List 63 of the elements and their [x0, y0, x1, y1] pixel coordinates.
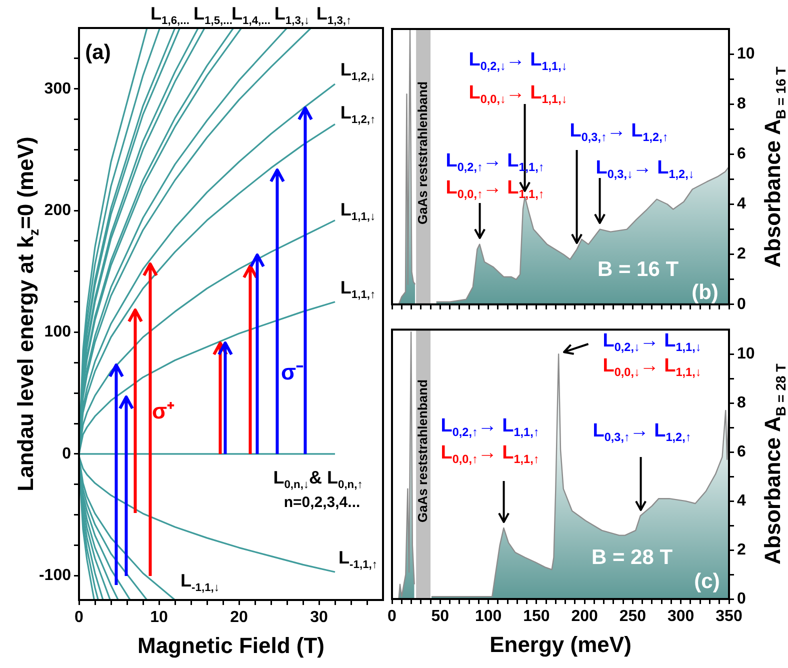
x-tick-label: 250 [619, 608, 646, 626]
annotation: L$_{0,3,↑}$→ L$_{1,2,↑}$ [570, 120, 668, 145]
annotation: L$_{0,2,↑}$→ L$_{1,1,↑}$ [440, 415, 540, 440]
y-tick-label: 10 [737, 45, 755, 62]
annotation: B = 16 T [597, 258, 679, 282]
text: L$_{1,4,...}$ [232, 3, 270, 28]
x-tick-label: 50 [431, 608, 450, 626]
annotation: σ⁻ [280, 359, 304, 384]
annotation: L$_{0,0,↑}$→ L$_{1,1,↑}$ [440, 442, 540, 467]
y-tick-label: 2 [737, 541, 746, 558]
annotation: L$_{1,1,↓}$ [340, 199, 376, 224]
annotation: (a) [85, 40, 111, 64]
y-tick-label: 0 [62, 445, 72, 462]
y-tick-label: 200 [44, 202, 72, 219]
y-tick-label: 300 [44, 80, 72, 98]
x-tick-label: 300 [668, 608, 694, 626]
band-label: GaAs reststrahlenband [415, 379, 430, 522]
annotation: L$_{1,2,↓}$ [340, 59, 376, 84]
y-tick-label: 4 [737, 492, 746, 510]
annotation: L$_{0,3,↑}$→ L$_{1,2,↑}$ [592, 420, 692, 445]
band-label: GaAs reststrahlenband [415, 81, 430, 224]
annotation: L$_{0,0,↓}$→ L$_{1,1,↓}$ [468, 82, 568, 107]
y-tick-label: 8 [737, 394, 746, 412]
annotation: L$_{0,2,↓}$→ L$_{1,1,↓}$ [602, 330, 702, 355]
annotation: L$_{0,0,↓}$→ L$_{1,1,↓}$ [602, 355, 702, 380]
annotation: L$_{0,3,↓}$→ L$_{1,2,↓}$ [596, 157, 694, 182]
y-tick-label: 8 [737, 96, 746, 113]
text: L$_{1,5,...}$ [194, 3, 232, 28]
y-tick-label: 2 [737, 246, 746, 263]
text: L$_{1,3,↓}$ [274, 3, 310, 28]
annotation: n=0,2,3,4... [284, 494, 360, 512]
annotation: L$_{1,1,↑}$ [340, 277, 376, 302]
annotation: σ⁺ [152, 398, 174, 424]
x-tick-label: 350 [716, 608, 742, 626]
y-tick-label: 100 [44, 324, 72, 341]
annotation: L$_{-1,1,↓}$ [180, 570, 220, 595]
annotation: L$_{1,2,↑}$ [340, 102, 376, 127]
text: L$_{1,3,↑}$ [316, 3, 352, 28]
annotation: L$_{0,2,↓}$→ L$_{1,1,↓}$ [468, 49, 568, 74]
y-tick-label: 10 [737, 345, 755, 362]
x-tick-label: 100 [474, 608, 502, 626]
y-tick-label: 6 [737, 443, 746, 460]
y-tick-label: 6 [737, 146, 746, 163]
x-tick-label: 0 [74, 609, 84, 626]
x-tick-label: 20 [230, 609, 248, 626]
y-tick-label: 4 [737, 196, 746, 213]
x-tick-label: 200 [571, 608, 598, 626]
annotation: B = 28 T [591, 546, 673, 570]
x-axis-title: Energy (meV) [490, 632, 632, 657]
x-tick-label: 0 [388, 608, 397, 626]
y-tick-label: 0 [737, 590, 746, 608]
annotation: L$_{0,n,↓}$& L$_{0,n,↑}$ [273, 467, 363, 492]
annotation: (b) [692, 280, 718, 304]
annotation: (c) [694, 570, 720, 594]
annotation: L$_{0,0,↑}$→ L$_{1,1,↑}$ [446, 177, 544, 202]
text: L$_{1,6,...}$ [150, 3, 190, 28]
x-tick-label: 30 [310, 609, 328, 626]
x-tick-label: 150 [523, 608, 550, 626]
x-tick-label: 10 [150, 609, 168, 626]
y-tick-label: -100 [38, 567, 72, 584]
x-axis-title: Magnetic Field (T) [138, 633, 324, 658]
y-tick-label: 0 [737, 296, 746, 313]
annotation: L$_{-1,1,↑}$ [338, 547, 378, 572]
